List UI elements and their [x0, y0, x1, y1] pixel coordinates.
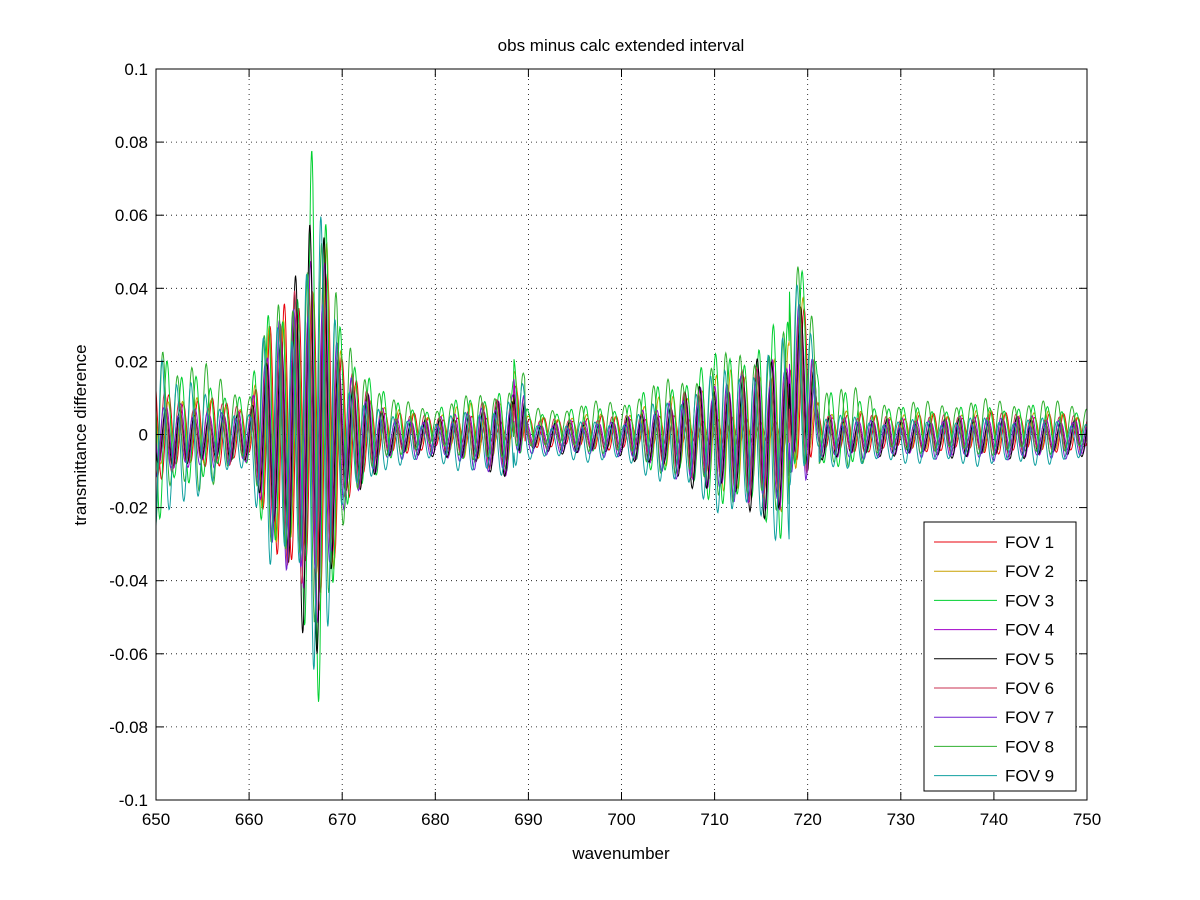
y-tick-label: 0.08 — [115, 133, 148, 152]
chart-title: obs minus calc extended interval — [498, 36, 745, 55]
y-tick-label: -0.06 — [109, 645, 148, 664]
x-tick-label: 700 — [607, 810, 635, 829]
legend-label: FOV 7 — [1005, 708, 1054, 727]
legend-label: FOV 6 — [1005, 679, 1054, 698]
y-tick-label: 0.02 — [115, 352, 148, 371]
y-tick-labels: -0.1 -0.08 -0.06 -0.04 -0.02 0 0.02 0.04 0.06 0.0… — [109, 60, 148, 810]
x-tick-label: 650 — [142, 810, 170, 829]
legend-label: FOV 9 — [1005, 767, 1054, 786]
legend-label: FOV 2 — [1005, 562, 1054, 581]
y-tick-label: 0 — [139, 426, 148, 445]
y-tick-label: -0.08 — [109, 718, 148, 737]
y-tick-label: -0.04 — [109, 572, 148, 591]
x-axis-label: wavenumber — [571, 844, 670, 863]
series-line — [156, 243, 1087, 623]
x-tick-label: 670 — [328, 810, 356, 829]
x-tick-label: 730 — [887, 810, 915, 829]
x-tick-labels: 650 660 670 680 690 700 710 720 730 740 750 — [142, 810, 1101, 829]
x-tick-label: 690 — [514, 810, 542, 829]
x-tick-label: 740 — [980, 810, 1008, 829]
legend-label: FOV 1 — [1005, 533, 1054, 552]
y-tick-label: -0.02 — [109, 499, 148, 518]
x-tick-label: 680 — [421, 810, 449, 829]
legend-label: FOV 8 — [1005, 737, 1054, 756]
x-tick-label: 750 — [1073, 810, 1101, 829]
x-tick-label: 720 — [794, 810, 822, 829]
series-lines — [156, 150, 1087, 702]
series-line — [156, 216, 1087, 670]
y-tick-label: -0.1 — [119, 791, 148, 810]
y-tick-label: 0.04 — [115, 279, 148, 298]
legend-label: FOV 5 — [1005, 650, 1054, 669]
axis-ticks — [155, 68, 1088, 801]
x-tick-label: 710 — [700, 810, 728, 829]
x-tick-label: 660 — [235, 810, 263, 829]
y-tick-label: 0.1 — [124, 60, 148, 79]
legend: FOV 1 FOV 2 FOV 3 FOV 4 FOV 5 FOV 6 FOV 7 FOV 8… — [923, 521, 1077, 792]
y-tick-label: 0.06 — [115, 206, 148, 225]
y-axis-label: transmittance difference — [71, 344, 90, 525]
legend-label: FOV 3 — [1005, 591, 1054, 610]
legend-label: FOV 4 — [1005, 621, 1054, 640]
